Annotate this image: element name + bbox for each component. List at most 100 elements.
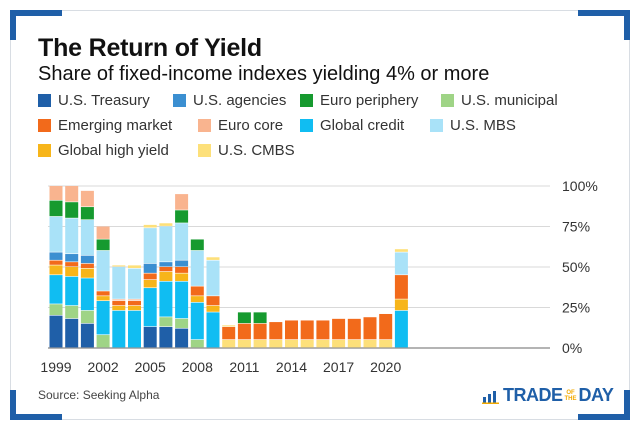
bar-segment bbox=[394, 252, 408, 275]
brand-of: OF bbox=[566, 389, 575, 396]
bar-segment bbox=[128, 299, 141, 301]
legend-swatch bbox=[430, 119, 443, 132]
bar-segment bbox=[80, 323, 94, 348]
legend-swatch bbox=[38, 119, 51, 132]
bar-segment bbox=[175, 318, 189, 328]
bar-segment bbox=[65, 262, 79, 267]
bar-segment bbox=[80, 310, 94, 324]
bar-segment bbox=[80, 190, 94, 207]
source-note: Source: Seeking Alpha bbox=[38, 388, 160, 402]
bar-segment bbox=[49, 260, 63, 265]
legend-item-euro-periphery: Euro periphery bbox=[300, 92, 418, 109]
corner-accent-bottom-left-v bbox=[10, 390, 16, 420]
bar-segment bbox=[112, 310, 126, 348]
bar-segment bbox=[190, 296, 204, 303]
bar-segment bbox=[253, 312, 267, 324]
bar-segment bbox=[394, 275, 408, 299]
bar-segment bbox=[363, 339, 377, 348]
legend-swatch bbox=[173, 94, 186, 107]
bar-segment bbox=[49, 304, 63, 315]
bar-segment bbox=[49, 186, 63, 200]
corner-accent-bottom-right-v bbox=[624, 390, 630, 420]
bar-segment bbox=[347, 339, 361, 348]
x-tick-label: 2011 bbox=[229, 359, 259, 375]
legend-swatch bbox=[198, 119, 211, 132]
bar-segment bbox=[143, 263, 157, 273]
bar-segment bbox=[112, 265, 126, 267]
bar-segment bbox=[128, 268, 141, 299]
y-tick-label: 100% bbox=[562, 178, 598, 194]
bar-segment bbox=[96, 226, 110, 239]
bar-segment bbox=[316, 339, 330, 348]
bar-segment bbox=[175, 194, 189, 210]
bar-segment bbox=[394, 299, 408, 311]
legend-label: U.S. municipal bbox=[461, 92, 558, 109]
bar-segment bbox=[394, 310, 408, 348]
bar-segment bbox=[159, 226, 173, 262]
bar-segment bbox=[143, 279, 157, 288]
bar-segment bbox=[49, 265, 63, 275]
bar-segment bbox=[175, 223, 189, 260]
brand-trade: TRADE bbox=[503, 385, 563, 405]
bar-segment bbox=[96, 335, 110, 348]
corner-accent-bottom-right-h bbox=[578, 414, 630, 420]
legend-label: Emerging market bbox=[58, 117, 173, 134]
bar-segment bbox=[222, 326, 236, 340]
chart-title: The Return of Yield bbox=[38, 34, 262, 62]
bar-segment bbox=[175, 267, 189, 273]
bar-segment bbox=[394, 249, 408, 252]
bar-segment bbox=[80, 207, 94, 220]
bar-segment bbox=[128, 265, 141, 269]
bar-segment bbox=[206, 260, 220, 296]
x-tick-label: 2005 bbox=[135, 359, 166, 375]
bar-segment bbox=[112, 301, 126, 306]
bar-segment bbox=[190, 302, 204, 340]
bar-segment bbox=[190, 250, 204, 286]
bar-segment bbox=[128, 301, 141, 306]
bar-segment bbox=[269, 322, 283, 340]
bar-segment bbox=[175, 328, 189, 348]
bar-segment bbox=[143, 273, 157, 280]
bar-chart-icon bbox=[482, 390, 499, 404]
bar-segment bbox=[159, 271, 173, 281]
bar-segment bbox=[285, 320, 298, 340]
bar-segment bbox=[65, 267, 79, 277]
x-tick-label: 1999 bbox=[40, 359, 71, 375]
legend-swatch bbox=[38, 94, 51, 107]
y-tick-label: 25% bbox=[562, 300, 590, 316]
legend-swatch bbox=[38, 144, 51, 157]
bar-segment bbox=[379, 313, 393, 340]
bar-segment bbox=[300, 339, 314, 348]
legend-swatch bbox=[441, 94, 454, 107]
x-tick-label: 2008 bbox=[182, 359, 213, 375]
bar-segment bbox=[65, 305, 79, 319]
brand-day: DAY bbox=[578, 385, 614, 405]
corner-accent-top-left-v bbox=[10, 10, 16, 40]
bar-segment bbox=[112, 305, 126, 311]
bar-segment bbox=[65, 254, 79, 262]
legend-item-euro-core: Euro core bbox=[198, 117, 283, 134]
y-tick-label: 50% bbox=[562, 259, 590, 275]
bar-segment bbox=[80, 268, 94, 278]
bar-segment bbox=[159, 223, 173, 226]
bar-segment bbox=[379, 339, 393, 348]
bar-segment bbox=[159, 326, 173, 348]
bar-segment bbox=[190, 239, 204, 251]
brand-of-the: OF THE bbox=[565, 390, 577, 402]
bar-segment bbox=[190, 286, 204, 296]
bar-segment bbox=[206, 296, 220, 306]
bar-segment bbox=[285, 339, 298, 348]
bar-segment bbox=[143, 228, 157, 264]
brand-logo: TRADE OF THE DAY bbox=[482, 385, 614, 406]
legend-label: U.S. CMBS bbox=[218, 142, 295, 159]
bar-segment bbox=[80, 220, 94, 256]
bar-segment bbox=[143, 288, 157, 327]
bar-segment bbox=[159, 262, 173, 267]
bar-segment bbox=[190, 339, 204, 348]
corner-accent-top-right-v bbox=[624, 10, 630, 40]
bar-segment bbox=[96, 291, 110, 296]
legend-swatch bbox=[198, 144, 211, 157]
corner-accent-bottom-left-h bbox=[10, 414, 62, 420]
card-frame bbox=[10, 10, 630, 420]
x-tick-labels: 1999 2002 2005 2008 2011 2014 2017 2020 bbox=[40, 359, 401, 375]
